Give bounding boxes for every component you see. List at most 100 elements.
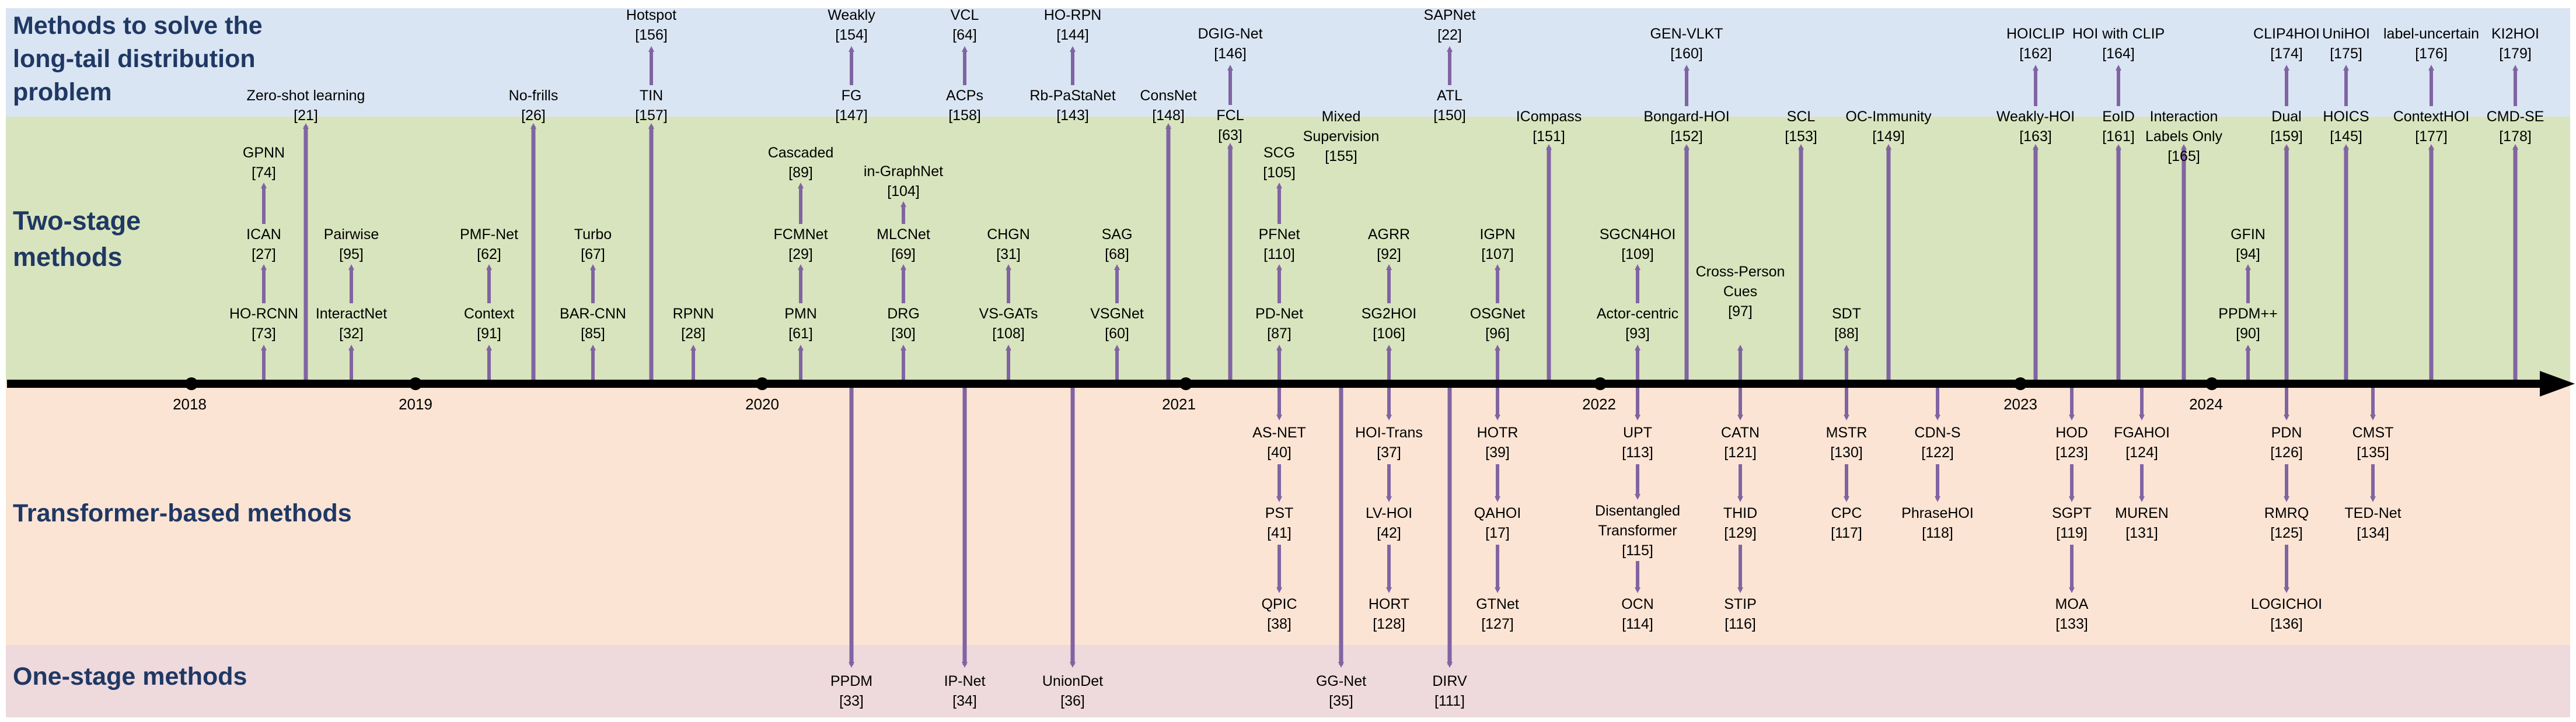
method-name: GPNN (243, 145, 285, 161)
method-name: Cues (1723, 283, 1757, 300)
method-ref: [125] (2270, 525, 2303, 541)
method-name: LOGICHOI (2251, 596, 2322, 612)
method-ref: [119] (2056, 525, 2088, 541)
method-actor-centric: Actor-centric [93] (1597, 306, 1678, 342)
method-name: FCL (1216, 107, 1244, 124)
two-stage-title-line2: methods (13, 242, 123, 272)
method-ref: [88] (1834, 325, 1859, 342)
method-vsgnet: VSGNet [60] (1090, 306, 1144, 342)
method-ref: [124] (2125, 444, 2158, 461)
method-ref: [33] (839, 693, 864, 709)
method-context: Context [91] (464, 306, 514, 342)
method-name: LV-HOI (1366, 505, 1412, 521)
method-ho-rcnn: HO-RCNN [73] (229, 306, 298, 342)
method-ref: [90] (2236, 325, 2260, 342)
method-lv-hoi: LV-HOI [42] (1366, 505, 1412, 541)
method-ref: [21] (294, 107, 318, 124)
method-ref: [93] (1625, 325, 1650, 342)
method-ref: [178] (2499, 128, 2532, 145)
method-name: GFIN (2231, 226, 2266, 243)
method-name: Bongard-HOI (1643, 108, 1729, 125)
method-stip: STIP [116] (1724, 596, 1757, 632)
method-pdn: PDN [126] (2270, 425, 2303, 461)
method-ref: [29] (788, 246, 813, 262)
method-name: QAHOI (1474, 505, 1521, 521)
long-tail-section-title: Methods to solve the long-tail distribut… (13, 9, 263, 109)
method-ref: [128] (1373, 616, 1405, 632)
method-name: Context (464, 306, 514, 322)
year-label-2022: 2022 (1582, 395, 1616, 413)
one-stage-band (6, 645, 2570, 717)
method-name: HOI with CLIP (2072, 26, 2165, 42)
method-name: SCL (1787, 108, 1816, 125)
method-name: CHGN (987, 226, 1030, 243)
method-name: VSGNet (1090, 306, 1144, 322)
method-zero-shot-learning: Zero-shot learning [21] (247, 87, 365, 124)
method-ref: [92] (1377, 246, 1401, 262)
method-interactnet: InteractNet [32] (316, 306, 387, 342)
method-name: BAR-CNN (560, 306, 626, 322)
method-name: HOICLIP (2006, 26, 2065, 42)
method-name: HOTR (1477, 425, 1519, 441)
method-fcmnet: FCMNet [29] (773, 226, 828, 262)
method-sag: SAG [68] (1102, 226, 1133, 262)
method-sdt: SDT [88] (1832, 306, 1861, 342)
method-hort: HORT [128] (1369, 596, 1409, 632)
method-fcl: FCL [63] (1216, 107, 1244, 143)
method-mixed-supervision: Mixed Supervision [155] (1303, 108, 1380, 164)
method-ocn: OCN [114] (1621, 596, 1654, 632)
method-vs-gats: VS-GATs [108] (979, 306, 1038, 342)
method-ref: [174] (2270, 45, 2303, 62)
method-name: HO-RPN (1044, 7, 1102, 23)
method-ref: [127] (1481, 616, 1514, 632)
method-ref: [62] (477, 246, 501, 262)
method-ref: [67] (581, 246, 605, 262)
method-hoi-with-clip: HOI with CLIP [164] (2072, 26, 2165, 62)
method-name: ACPs (946, 87, 983, 104)
method-name: ConsNet (1140, 87, 1196, 104)
method-ref: [35] (1329, 693, 1353, 709)
method-ref: [159] (2270, 128, 2303, 145)
method-ref: [113] (1622, 444, 1653, 461)
method-pmn: PMN [61] (784, 306, 817, 342)
method-name: RPNN (673, 306, 714, 322)
method-ref: [136] (2270, 616, 2303, 632)
method-ref: [116] (1725, 616, 1756, 632)
method-disentangled-transformer: Disentangled Transformer [115] (1595, 503, 1680, 559)
one-stage-section-title: One-stage methods (13, 663, 247, 691)
two-stage-band (6, 117, 2570, 384)
method-ip-net: IP-Net [34] (944, 673, 986, 709)
method-clip4hoi: CLIP4HOI [174] (2253, 26, 2320, 62)
method-ref: [177] (2415, 128, 2448, 145)
method-ref: [37] (1377, 444, 1401, 461)
method-igpn: IGPN [107] (1479, 226, 1515, 262)
method-gtnet: GTNet [127] (1476, 596, 1519, 632)
method-name: GG-Net (1316, 673, 1366, 689)
method-cross-person-cues: Cross-Person Cues [97] (1696, 264, 1785, 320)
year-marker-2022 (1594, 377, 1607, 390)
method-gfin: GFIN [94] (2231, 226, 2266, 262)
method-ref: [32] (339, 325, 364, 342)
method-name: UPT (1623, 425, 1652, 441)
method-qpic: QPIC [38] (1261, 596, 1297, 632)
method-name: No-frills (509, 87, 559, 104)
method-name: CMD-SE (2487, 108, 2544, 125)
method-name: DIRV (1432, 673, 1467, 689)
method-ref: [42] (1377, 525, 1401, 541)
method-name: Zero-shot learning (247, 87, 365, 104)
method-name: OSGNet (1470, 306, 1526, 322)
method-rb-pastanet: Rb-PaStaNet [143] (1029, 87, 1115, 124)
method-name: Turbo (574, 226, 612, 243)
method-name: VS-GATs (979, 306, 1038, 322)
method-cpc: CPC [117] (1831, 505, 1862, 541)
method-name: RMRQ (2264, 505, 2309, 521)
method-name: ICAN (246, 226, 281, 243)
method-name: HO-RCNN (229, 306, 298, 322)
method-ref: [151] (1533, 128, 1565, 145)
method-ref: [38] (1267, 616, 1292, 632)
method-sapnet: SAPNet [22] (1424, 7, 1476, 43)
method-ref: [106] (1373, 325, 1405, 342)
year-marker-2023 (2014, 377, 2027, 390)
method-ref: [158] (948, 107, 981, 124)
method-ref: [95] (339, 246, 364, 262)
